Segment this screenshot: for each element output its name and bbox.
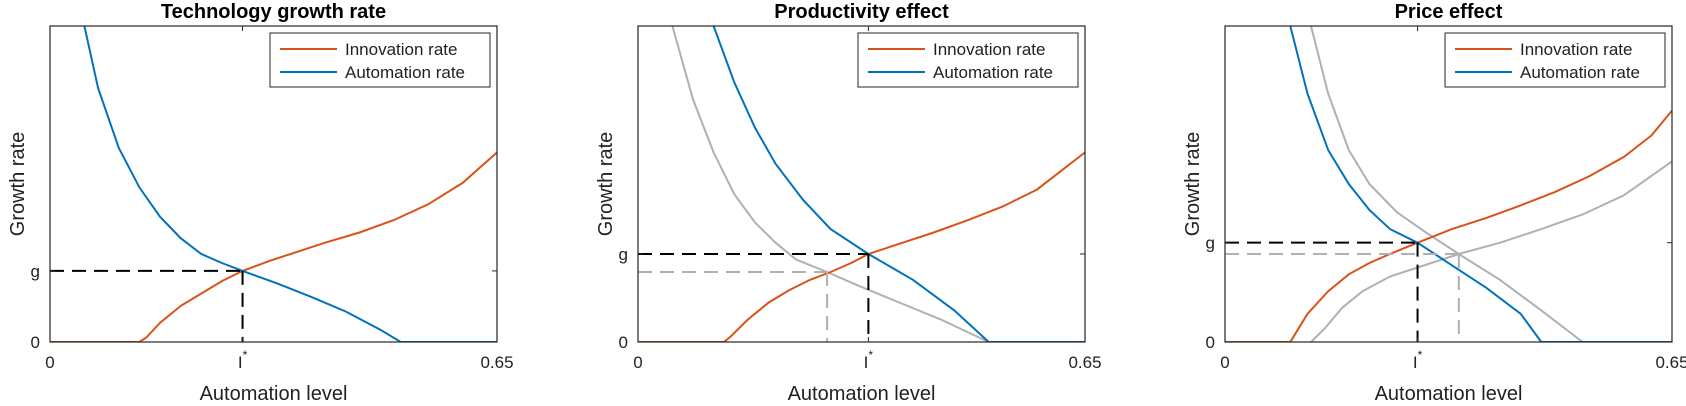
y-axis-label: Growth rate	[7, 132, 29, 236]
legend-box	[1444, 32, 1666, 88]
y-tick-label: 0	[31, 333, 40, 352]
x-tick-label: 0	[45, 353, 54, 372]
y-axis-label: Growth rate	[595, 132, 617, 236]
automation-rate-line	[83, 26, 497, 342]
chart-panel-1: 0 I* 0.65 0 g Technology growth rate Automatio…	[7, 1, 514, 405]
innovation-rate-line	[50, 151, 497, 342]
x-tick-label: 0.65	[1655, 353, 1686, 372]
x-tick-label: 0.65	[480, 353, 513, 372]
axes-box	[637, 25, 1086, 343]
x-tick-label: 0.65	[1068, 353, 1101, 372]
legend-label: Automation rate	[1520, 63, 1640, 82]
y-tick-label: g	[31, 262, 40, 281]
legend-box	[857, 32, 1079, 88]
axes-box	[1224, 25, 1673, 343]
automation-rate-line	[712, 26, 1085, 342]
automation-rate-line	[1289, 26, 1672, 342]
legend-label: Automation rate	[345, 63, 465, 82]
y-tick-label: g	[619, 245, 628, 264]
chart-title: Productivity effect	[774, 1, 949, 23]
x-tick-label: 0	[633, 353, 642, 372]
x-tick-label: I*	[1413, 348, 1423, 372]
legend-label: Automation rate	[933, 63, 1053, 82]
x-tick-label: 0	[1220, 353, 1229, 372]
reference-curve	[671, 26, 990, 342]
innovation-rate-line	[638, 151, 1085, 342]
legend: Innovation rate Automation rate	[857, 32, 1079, 88]
chart-panel-2: 0 I* 0.65 0 g Productivity effect Automation l…	[595, 1, 1102, 405]
x-axis-label: Automation level	[788, 383, 936, 405]
legend-label: Innovation rate	[933, 40, 1045, 59]
y-axis-label: Growth rate	[1182, 132, 1204, 236]
x-axis-label: Automation level	[1375, 383, 1523, 405]
legend-box	[269, 32, 491, 88]
x-tick-label: I*	[238, 348, 248, 372]
y-tick-label: 0	[1206, 333, 1215, 352]
legend: Innovation rate Automation rate	[1444, 32, 1666, 88]
chart-title: Price effect	[1395, 1, 1503, 23]
legend-label: Innovation rate	[345, 40, 457, 59]
legend-label: Innovation rate	[1520, 40, 1632, 59]
y-tick-label: 0	[619, 333, 628, 352]
y-tick-label: g	[1206, 234, 1215, 253]
reference-curve	[1310, 26, 1584, 342]
plot-data	[50, 26, 497, 342]
x-axis-label: Automation level	[200, 383, 348, 405]
plot-data	[638, 26, 1085, 342]
axes-box	[49, 25, 498, 343]
reference-curve	[1310, 160, 1672, 342]
chart-panel-3: 0 I* 0.65 0 g Price effect Automation level Gro…	[1182, 1, 1686, 405]
legend: Innovation rate Automation rate	[269, 32, 491, 88]
x-tick-label: I*	[864, 348, 874, 372]
chart-title: Technology growth rate	[161, 1, 386, 23]
